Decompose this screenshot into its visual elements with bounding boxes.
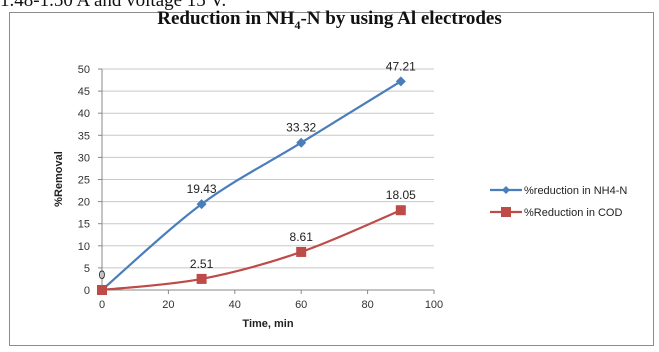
y-axis-title: %Removal [53, 151, 65, 207]
series-1-point-0 [97, 285, 107, 295]
series-0-point-2 [296, 137, 307, 148]
series-1-data-label-1: 2.51 [190, 257, 214, 271]
series-0-data-label-3: 47.21 [386, 59, 416, 73]
chart-title: Reduction in NH4-N by using Al electrode… [0, 8, 659, 33]
chart-title-subscript: 4 [294, 17, 301, 32]
y-tick-label-6: 30 [78, 152, 90, 164]
series-1-point-2 [296, 246, 307, 257]
series-0-point-1 [196, 199, 207, 210]
y-tick-label-1: 5 [84, 263, 90, 275]
y-tick-label-10: 50 [78, 64, 90, 76]
series-1-point-3 [395, 205, 406, 216]
y-tick-label-9: 45 [78, 86, 90, 98]
x-tick-labels: 0 20 40 60 80 100 [99, 299, 443, 311]
series-0-point-3 [395, 76, 406, 87]
y-tick-label-3: 15 [78, 219, 90, 231]
y-tick-label-4: 20 [78, 197, 90, 209]
x-tick-label-0: 0 [99, 299, 105, 311]
y-tick-label-8: 40 [78, 108, 90, 120]
series-0-data-label-1: 19.43 [187, 182, 217, 196]
gridlines [102, 68, 434, 269]
x-tick-label-5: 100 [425, 299, 443, 311]
x-tick-label-4: 80 [361, 299, 373, 311]
x-tick-label-2: 40 [229, 299, 241, 311]
legend-marker-0 [502, 186, 510, 194]
x-tick-label-3: 60 [295, 299, 307, 311]
series-group: 0 19.43 33.32 47.21 2.51 8.61 18.05 [97, 59, 416, 295]
series-0-data-label-0: 0 [99, 268, 106, 282]
legend-label-0: %reduction in NH4-N [524, 185, 627, 197]
caption-fragment: 1.48-1.50 A and voltage 15 V. [0, 0, 227, 11]
series-line-0 [101, 80, 402, 291]
y-tick-label-5: 25 [78, 175, 90, 187]
legend-marker-1 [501, 207, 511, 217]
y-tick-labels: 0 5 10 15 20 25 30 35 40 45 50 [78, 64, 90, 297]
series-line-1 [101, 209, 402, 292]
legend-label-1: %Reduction in COD [524, 207, 622, 219]
chart-title-rest: -N by using Al electrodes [300, 8, 502, 29]
series-1-data-label-3: 18.05 [386, 188, 416, 202]
series-1-point-1 [196, 273, 207, 284]
y-tick-label-2: 10 [78, 241, 90, 253]
legend: %reduction in NH4-N %Reduction in COD [490, 185, 627, 219]
x-tick-label-1: 20 [162, 299, 174, 311]
y-tick-label-0: 0 [84, 285, 90, 297]
series-0-data-label-2: 33.32 [286, 121, 316, 135]
chart-title-main: Reduction in NH [157, 8, 295, 29]
y-tick-label-7: 35 [78, 130, 90, 142]
x-axis-title: Time, min [242, 318, 293, 330]
axes [98, 68, 435, 294]
series-1-data-label-2: 8.61 [290, 230, 314, 244]
